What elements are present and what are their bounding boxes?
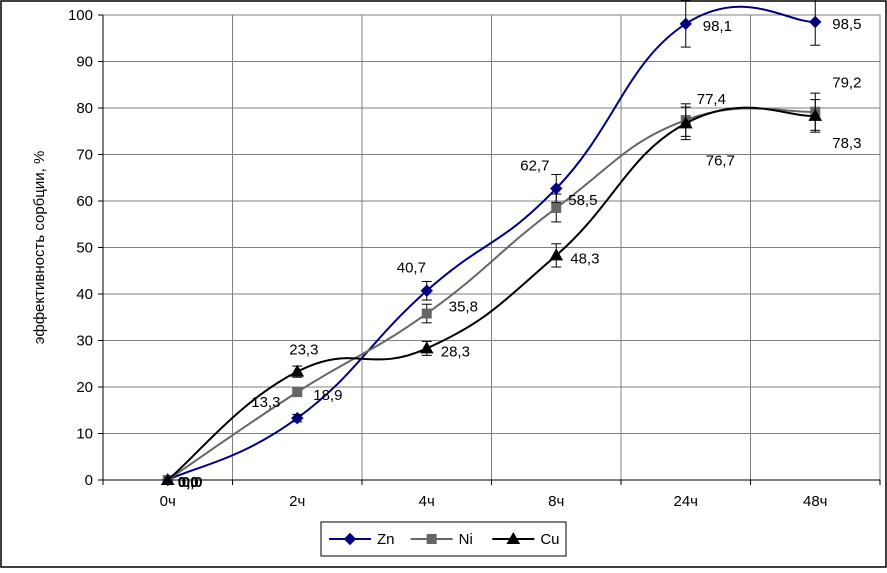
x-tick-label: 8ч: [548, 493, 564, 510]
y-tick-label: 20: [76, 379, 93, 396]
point-zn: [420, 284, 433, 297]
data-label-ni: 0,0: [178, 474, 199, 491]
x-tick-label: 48ч: [803, 493, 828, 510]
data-label-ni: 18,9: [313, 387, 342, 404]
y-axis-label: эффективность сорбции, %: [31, 151, 48, 345]
data-label-zn: 0,0: [178, 474, 199, 491]
data-label-zn: 13,3: [251, 394, 280, 411]
y-tick-label: 70: [76, 147, 93, 164]
legend-label: Ni: [459, 531, 473, 548]
data-label-zn: 62,7: [520, 157, 549, 174]
data-label-zn: 40,7: [397, 260, 426, 277]
data-labels: 0,0 13,3 40,7 62,7 98,1 98,5 0,0 18,9 35,8 58,5 77…: [178, 16, 862, 491]
point-cu: [160, 472, 175, 485]
series-line-ni: [167, 107, 816, 481]
y-tick-label: 100: [68, 7, 93, 24]
data-label-zn: 98,5: [832, 16, 861, 33]
point-cu: [419, 341, 434, 354]
x-tick-label: 24ч: [674, 493, 699, 510]
legend-label: Zn: [377, 531, 395, 548]
legend: Zn Ni Cu: [320, 521, 567, 557]
series-line-zn: [167, 5, 816, 481]
data-label-cu: 78,3: [832, 135, 861, 152]
series-zn: [161, 0, 822, 487]
y-tick-label: 80: [76, 100, 93, 117]
point-cu: [549, 248, 564, 261]
y-tick-label: 30: [76, 333, 93, 350]
data-label-zn: 98,1: [703, 18, 732, 35]
data-label-cu: 76,7: [706, 152, 735, 169]
point-zn: [809, 15, 822, 29]
series-cu: [160, 99, 823, 485]
data-label-ni: 79,2: [832, 75, 861, 92]
data-label-cu: 28,3: [441, 343, 470, 360]
x-tick-label: 2ч: [289, 493, 305, 510]
x-tick-label: 0ч: [160, 493, 176, 510]
point-ni: [292, 387, 303, 398]
legend-swatch-marker: [343, 532, 357, 546]
y-tick-label: 60: [76, 193, 93, 210]
point-zn: [679, 17, 692, 31]
point-zn: [291, 411, 304, 425]
point-cu: [678, 116, 693, 129]
legend-item-cu: Cu: [492, 531, 560, 548]
data-label-cu: 0,0: [182, 474, 203, 491]
data-label-cu: 23,3: [289, 342, 318, 359]
y-tick-label: 0: [85, 472, 93, 489]
legend-item-ni: Ni: [410, 531, 473, 548]
series-line-cu: [167, 106, 816, 481]
series-group: [160, 0, 823, 487]
grid-lines: [103, 14, 880, 480]
data-label-ni: 35,8: [449, 299, 478, 316]
y-tick-label: 90: [76, 54, 93, 71]
point-ni: [421, 308, 432, 319]
y-tick-label: 50: [76, 240, 93, 257]
data-label-cu: 48,3: [570, 250, 599, 267]
legend-item-zn: Zn: [329, 531, 395, 548]
y-tick-label: 10: [76, 426, 93, 443]
point-ni: [551, 202, 562, 213]
point-cu: [808, 108, 823, 121]
legend-swatch-marker: [506, 531, 521, 544]
y-tick-label: 40: [76, 286, 93, 303]
legend-label: Cu: [540, 531, 559, 548]
data-label-ni: 77,4: [697, 91, 726, 108]
legend-swatch-marker: [426, 534, 437, 544]
axes: 0 10 20 30 40 50 60 70 80 90 100 0ч 2ч 4ч 8ч 24ч 48ч: [68, 7, 881, 510]
x-tick-label: 4ч: [419, 493, 435, 510]
data-label-ni: 58,5: [568, 192, 597, 209]
point-cu: [290, 364, 305, 377]
